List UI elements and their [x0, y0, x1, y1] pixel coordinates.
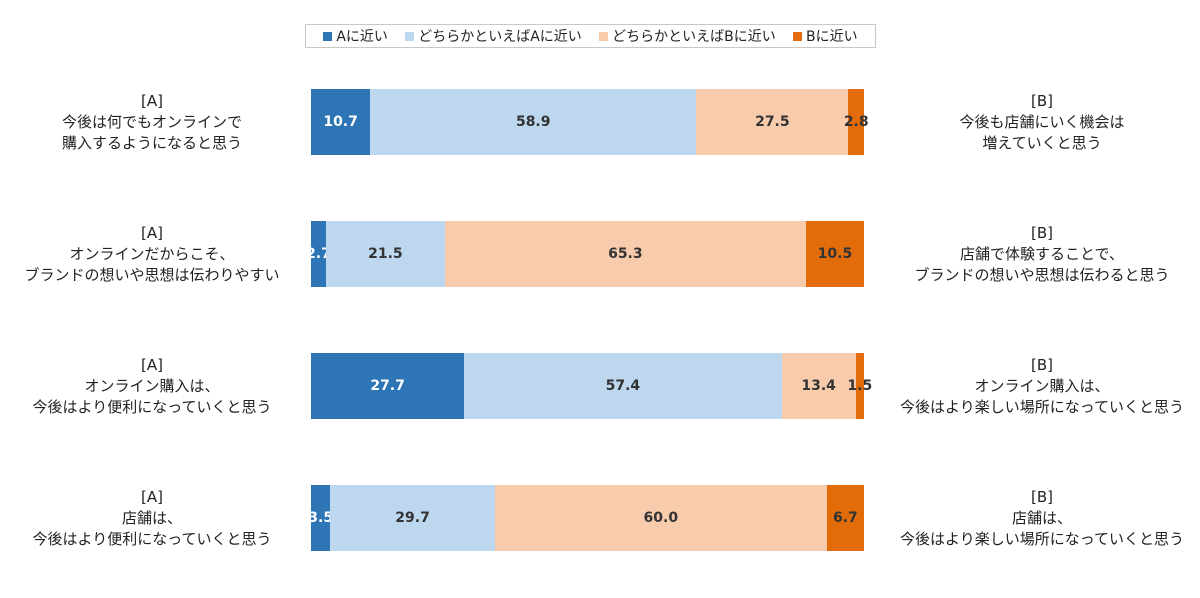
- legend-swatch: [405, 31, 415, 41]
- row-label-line: 店舗は、: [121, 508, 182, 527]
- bar-segment: 2.8: [844, 89, 869, 155]
- row-label-line: オンライン購入は、: [84, 376, 220, 395]
- row-label-line: 今後は何でもオンラインで: [61, 112, 242, 131]
- row-label-line: 今後はより便利になっていくと思う: [32, 397, 272, 416]
- row-label-line: [A]: [141, 355, 163, 374]
- legend-label: どちらかといえばBに近い: [612, 29, 776, 45]
- legend-item: Bに近い: [793, 26, 858, 46]
- bar-segment: 6.7: [826, 485, 864, 551]
- bar-segment: 3.5: [308, 485, 334, 551]
- bar-segment: 27.5: [696, 89, 849, 155]
- row-label-line: 店舗は、: [1011, 508, 1072, 527]
- bar-segment: 65.3: [444, 221, 806, 287]
- chart-row: [A] オンラインだからこそ、ブランドの想いや思想は伝わりやすい 2.7 21.5 65…: [0, 221, 1200, 287]
- legend-swatch: [599, 31, 609, 41]
- data-label: 60.0: [643, 510, 679, 526]
- row-label-line: 店舗で体験することで、: [960, 244, 1124, 263]
- row-label-line: ブランドの想いや思想は伝わると思う: [914, 265, 1170, 284]
- row-label-right: [B] 店舗は、今後はより楽しい場所になっていくと思う: [892, 485, 1192, 551]
- data-label: 3.5: [308, 510, 334, 526]
- data-label: 10.5: [817, 246, 853, 262]
- chart-row: [A] オンライン購入は、今後はより便利になっていくと思う 27.7 57.4 13.4…: [0, 353, 1200, 419]
- legend-swatch: [793, 31, 803, 41]
- data-label: 2.8: [843, 114, 869, 130]
- row-label-line: [B]: [1031, 487, 1053, 506]
- legend-label: Bに近い: [806, 29, 858, 45]
- legend-item: どちらかといえばAに近い: [405, 26, 582, 46]
- row-label-line: [A]: [141, 223, 163, 242]
- bar-segment: 2.7: [306, 221, 331, 287]
- bar-segment: 27.7: [311, 353, 465, 419]
- row-label-line: [A]: [141, 91, 163, 110]
- bar-segment: 13.4: [781, 353, 856, 419]
- stacked-bar: 2.7 21.5 65.3 10.5: [306, 221, 864, 287]
- data-label: 58.9: [515, 114, 551, 130]
- row-label-line: オンラインだからこそ、: [69, 244, 235, 263]
- row-label-left: [A] オンラインだからこそ、ブランドの想いや思想は伝わりやすい: [2, 221, 302, 287]
- chart-row: [A] 店舗は、今後はより便利になっていくと思う 3.5 29.7 60.0 6.7 [B]…: [0, 485, 1200, 551]
- bar-segment: 1.5: [847, 353, 872, 419]
- row-label-line: 今後はより楽しい場所になっていくと思う: [900, 529, 1184, 548]
- legend-item: Aに近い: [323, 26, 388, 46]
- row-label-right: [B] 店舗で体験することで、ブランドの想いや思想は伝わると思う: [892, 221, 1192, 287]
- stacked-bar: 27.7 57.4 13.4 1.5: [311, 353, 872, 419]
- data-label: 10.7: [323, 114, 358, 130]
- data-label: 1.5: [847, 378, 873, 394]
- data-label: 13.4: [801, 378, 836, 394]
- row-label-left: [A] 店舗は、今後はより便利になっていくと思う: [2, 485, 302, 551]
- data-label: 65.3: [608, 246, 643, 262]
- chart-row: [A] 今後は何でもオンラインで 購入するようになると思う 10.7 58.9 27.5 2…: [0, 89, 1200, 155]
- row-label-line: [B]: [1031, 91, 1053, 110]
- bar-segment: 10.7: [311, 89, 371, 155]
- data-label: 6.7: [833, 510, 858, 526]
- row-label-line: [B]: [1031, 355, 1053, 374]
- bar-segment: 60.0: [494, 485, 827, 551]
- bar-segment: 58.9: [370, 89, 697, 155]
- legend-swatch: [323, 31, 333, 41]
- row-label-line: [B]: [1031, 223, 1053, 242]
- bar-segment: 10.5: [805, 221, 864, 287]
- row-label-line: オンライン購入は、: [974, 376, 1110, 395]
- stacked-bar: 10.7 58.9 27.5 2.8: [311, 89, 869, 155]
- row-label-line: 今後も店舗にいく機会は: [959, 112, 1125, 131]
- data-label: 27.5: [755, 114, 790, 130]
- row-label-line: 今後はより楽しい場所になっていくと思う: [900, 397, 1184, 416]
- bar-segment: 29.7: [330, 485, 495, 551]
- bar-segment: 21.5: [325, 221, 445, 287]
- row-label-line: 増えていくと思う: [982, 133, 1102, 152]
- data-label: 57.4: [605, 378, 641, 394]
- chart-legend: Aに近い どちらかといえばAに近い どちらかといえばBに近い Bに近い: [305, 24, 876, 48]
- legend-label: どちらかといえばAに近い: [418, 29, 582, 45]
- row-label-line: 購入するようになると思う: [61, 133, 242, 152]
- data-label: 27.7: [370, 378, 405, 394]
- row-label-right: [B] オンライン購入は、今後はより楽しい場所になっていくと思う: [892, 353, 1192, 419]
- legend-label: Aに近い: [336, 29, 388, 45]
- data-label: 21.5: [368, 246, 403, 262]
- row-label-line: [A]: [141, 487, 163, 506]
- row-label-left: [A] 今後は何でもオンラインで 購入するようになると思う: [2, 89, 302, 155]
- row-label-line: ブランドの想いや思想は伝わりやすい: [24, 265, 280, 284]
- row-label-line: 今後はより便利になっていくと思う: [32, 529, 272, 548]
- row-label-right: [B] 今後も店舗にいく機会は 増えていくと思う: [892, 89, 1192, 155]
- bar-segment: 57.4: [464, 353, 782, 419]
- data-label: 29.7: [395, 510, 430, 526]
- legend-item: どちらかといえばBに近い: [599, 26, 776, 46]
- data-label: 2.7: [306, 246, 331, 262]
- row-label-left: [A] オンライン購入は、今後はより便利になっていくと思う: [2, 353, 302, 419]
- stacked-bar: 3.5 29.7 60.0 6.7: [308, 485, 864, 551]
